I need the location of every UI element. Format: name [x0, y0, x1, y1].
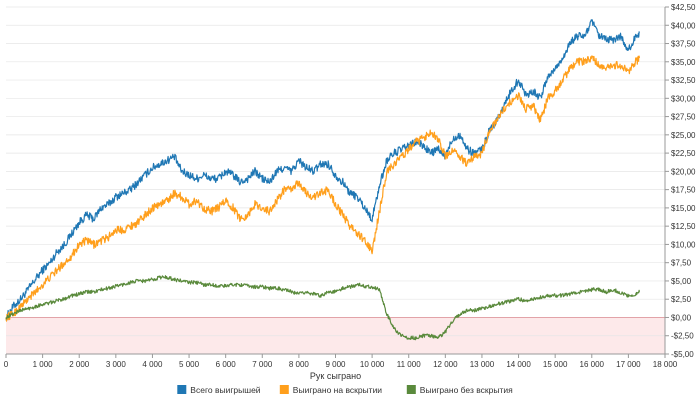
x-tick-label: 4 000: [142, 360, 163, 369]
legend-label: Выиграно без вскрытия: [420, 385, 513, 395]
y-tick-label: $7,50: [671, 259, 692, 268]
x-tick-label: 6 000: [216, 360, 237, 369]
x-tick-label: 12 000: [433, 360, 458, 369]
y-tick-label: -$5,00: [671, 350, 694, 359]
x-tick-label: 3 000: [106, 360, 127, 369]
legend-item-1[interactable]: Всего выигрышей: [177, 385, 261, 395]
y-tick-label: $27,50: [671, 113, 696, 122]
x-tick-label: 17 000: [616, 360, 641, 369]
series-line-3: [5, 275, 640, 341]
y-tick-label: $37,50: [671, 40, 696, 49]
series-lines: [5, 19, 640, 341]
x-tick-label: 9 000: [325, 360, 346, 369]
x-tick-label: 13 000: [470, 360, 495, 369]
y-tick-label: $30,00: [671, 94, 696, 103]
y-tick-label: $12,50: [671, 222, 696, 231]
plot-area: [6, 7, 665, 354]
y-tick-label: $2,50: [671, 295, 692, 304]
y-tick-label: $0,00: [671, 313, 692, 322]
x-tick-label: 2 000: [69, 360, 90, 369]
y-tick-label: $5,00: [671, 277, 692, 286]
legend-item-2[interactable]: Выиграно на вскрытии: [279, 385, 383, 395]
legend-item-3[interactable]: Выиграно без вскрытия: [406, 385, 513, 395]
legend-label: Всего выигрышей: [190, 385, 261, 395]
x-tick-label: 5 000: [179, 360, 200, 369]
y-tick-label: -$2,50: [671, 332, 694, 341]
x-tick-label: 18 000: [653, 360, 678, 369]
x-tick-label: 1 000: [33, 360, 54, 369]
x-tick-label: 7 000: [252, 360, 273, 369]
y-tick-label: $42,50: [671, 3, 696, 12]
y-tick-label: $20,00: [671, 167, 696, 176]
y-tick-label: $25,00: [671, 131, 696, 140]
x-tick-label: 8 000: [289, 360, 310, 369]
x-tick-label: 16 000: [580, 360, 605, 369]
x-tick-label: 10 000: [360, 360, 385, 369]
x-axis-ticks: 0 1 000 2 000 3 000 4 000 5 000 6 000 7 000 8 00…: [4, 354, 678, 369]
y-tick-label: $15,00: [671, 204, 696, 213]
legend-label: Выиграно на вскрытии: [293, 385, 383, 395]
y-tick-label: $17,50: [671, 186, 696, 195]
x-axis-title: Рук сыграно: [310, 371, 361, 381]
legend-swatch: [177, 385, 187, 394]
legend-swatch: [406, 385, 416, 394]
grid-lines: [6, 6, 665, 355]
x-tick-label: 0: [4, 360, 9, 369]
y-tick-label: $10,00: [671, 240, 696, 249]
y-tick-label: $32,50: [671, 76, 696, 85]
x-tick-label: 14 000: [506, 360, 531, 369]
legend[interactable]: Всего выигрышей Выиграно на вскрытии Выигр…: [177, 385, 513, 395]
y-axis-ticks: -$5,00 -$2,50 $0,00 $2,50 $5,00 $7,50 $10,00 $1…: [665, 3, 696, 359]
y-tick-label: $35,00: [671, 58, 696, 67]
legend-swatch: [279, 385, 289, 394]
series-line-2: [5, 55, 640, 322]
series-line-1: [5, 19, 640, 322]
x-tick-label: 11 000: [397, 360, 421, 369]
x-tick-label: 15 000: [543, 360, 568, 369]
plot-background: [6, 7, 665, 354]
y-tick-label: $22,50: [671, 149, 696, 158]
y-tick-label: $40,00: [671, 21, 696, 30]
